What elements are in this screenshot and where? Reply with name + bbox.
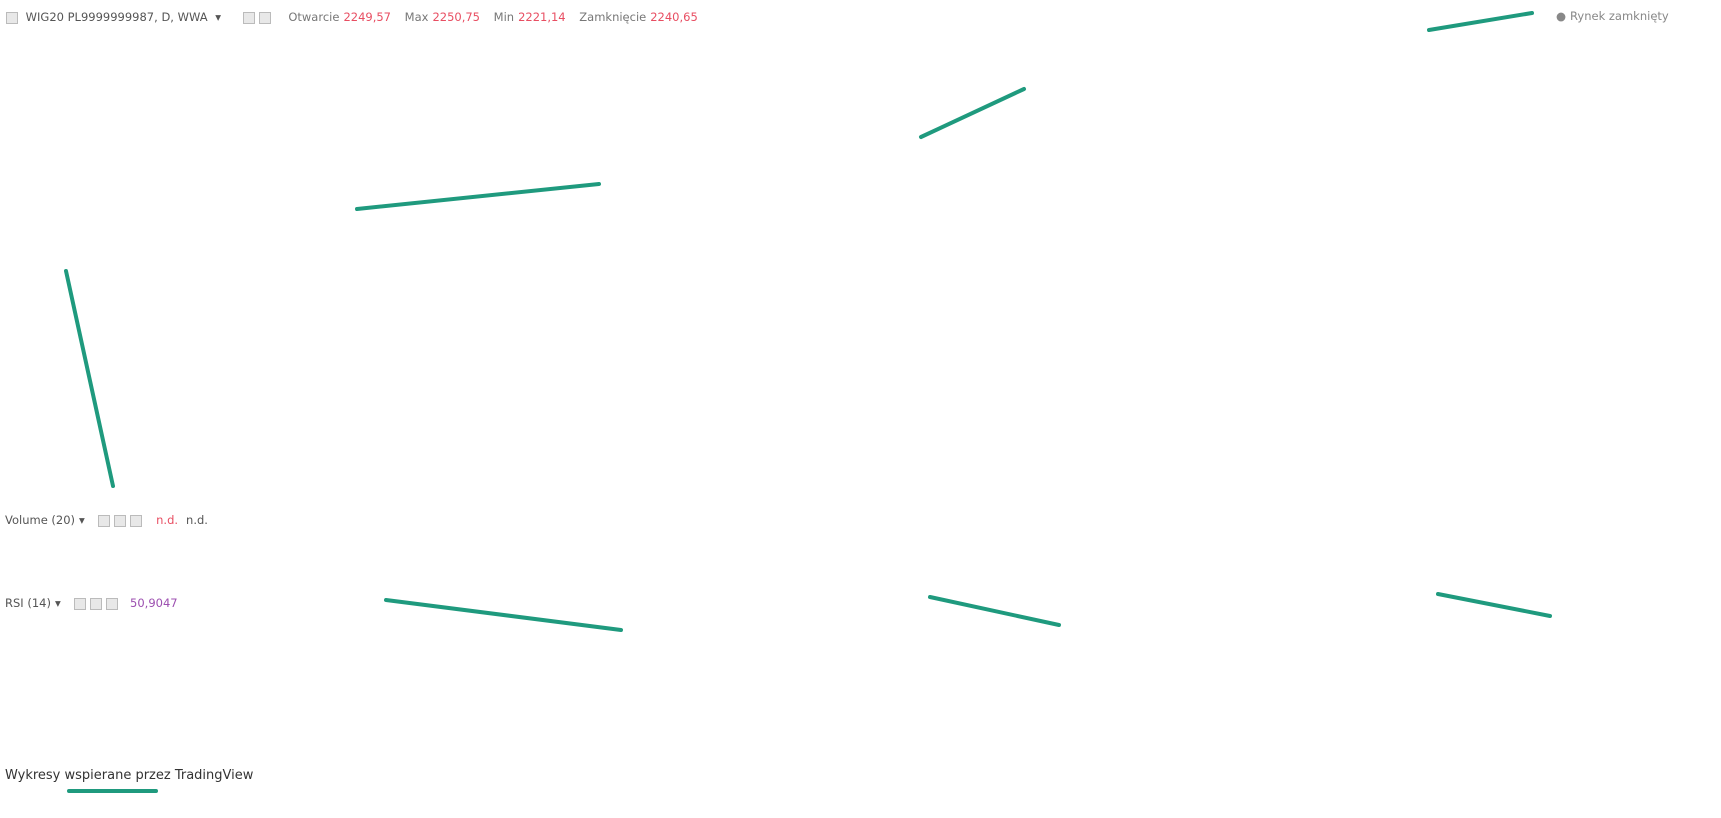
- market-status-text: Rynek zamknięty: [1570, 9, 1669, 23]
- close-value: 2240,65: [650, 10, 698, 24]
- trend-line: [919, 87, 1026, 139]
- trend-line: [1436, 592, 1552, 618]
- trend-line: [64, 269, 115, 488]
- volume-title[interactable]: Volume (20): [5, 513, 76, 527]
- icon[interactable]: [242, 11, 255, 24]
- icon[interactable]: [106, 597, 119, 610]
- rsi-legend: RSI (14) ▾ 50,9047: [5, 596, 178, 610]
- volume-value: n.d.: [156, 513, 179, 527]
- high-value: 2250,75: [432, 10, 480, 24]
- rsi-title[interactable]: RSI (14): [5, 596, 51, 610]
- symbol[interactable]: WIG20 PL9999999987, D, WWA: [25, 10, 208, 24]
- market-status: ● Rynek zamknięty: [1556, 9, 1669, 23]
- close-label: Zamknięcie: [579, 10, 647, 24]
- trend-line: [355, 182, 601, 211]
- icon[interactable]: [114, 514, 127, 527]
- trend-line: [384, 598, 623, 632]
- icon[interactable]: [98, 514, 111, 527]
- icon[interactable]: [74, 597, 87, 610]
- watermark[interactable]: Wykresy wspierane przez TradingView: [5, 768, 254, 783]
- open-label: Otwarcie: [288, 10, 340, 24]
- icon[interactable]: [6, 11, 18, 24]
- symbol-legend: WIG20 PL9999999987, D, WWA ▾ Otwarcie 224…: [6, 10, 702, 24]
- rsi-value: 50,9047: [130, 596, 178, 610]
- volume-legend: Volume (20) ▾ n.d. n.d.: [5, 513, 208, 527]
- icon[interactable]: [130, 514, 143, 527]
- open-value: 2249,57: [343, 10, 391, 24]
- low-value: 2221,14: [518, 10, 566, 24]
- high-label: Max: [404, 10, 429, 24]
- icon[interactable]: [258, 11, 271, 24]
- low-label: Min: [493, 10, 515, 24]
- trend-line: [928, 595, 1061, 627]
- drawings: [64, 11, 1552, 793]
- icon[interactable]: [90, 597, 103, 610]
- trend-line: [1427, 11, 1534, 32]
- volume-ma: n.d.: [186, 513, 208, 527]
